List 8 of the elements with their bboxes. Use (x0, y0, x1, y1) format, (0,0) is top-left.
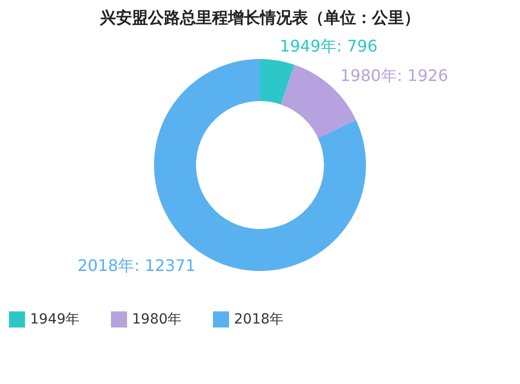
legend-label: 1980年 (132, 311, 182, 328)
data-label: 2018年: 12371 (77, 256, 196, 276)
chart-title: 兴安盟公路总里程增长情况表（单位：公里） (99, 8, 420, 27)
donut-slice (260, 59, 294, 104)
data-label: 1980年: 1926 (340, 66, 448, 85)
legend-label: 1949年 (30, 311, 80, 328)
legend-label: 2018年 (234, 311, 284, 328)
data-label: 1949年: 796 (280, 36, 378, 56)
